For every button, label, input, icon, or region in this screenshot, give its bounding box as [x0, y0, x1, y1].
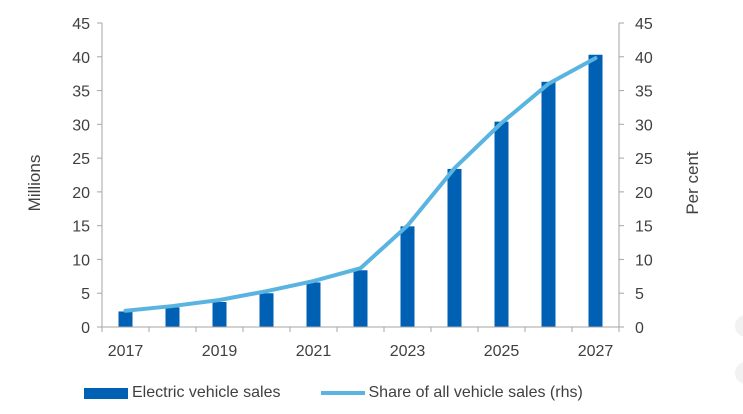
left-tick-label: 45	[72, 16, 90, 33]
right-tick-label: 15	[635, 219, 653, 236]
legend: Electric vehicle sales Share of all vehi…	[84, 378, 583, 408]
bar	[118, 311, 133, 327]
legend-item-ev-sales: Electric vehicle sales	[84, 384, 281, 402]
right-tick-label: 35	[635, 84, 653, 101]
left-tick-label: 5	[81, 286, 90, 303]
left-tick-label: 0	[81, 320, 90, 337]
right-axis-title: Per cent	[683, 151, 702, 215]
x-tick-label: 2023	[390, 343, 426, 360]
bar	[494, 121, 509, 328]
bar-series	[118, 54, 603, 328]
x-tick-label: 2027	[578, 343, 614, 360]
legend-label-ev-sales: Electric vehicle sales	[132, 384, 281, 401]
bar	[212, 302, 227, 327]
left-tick-label: 20	[72, 185, 90, 202]
left-tick-label: 30	[72, 117, 90, 134]
right-axis-ticks: 0 5 10 15 20 25 30 35 40 45	[619, 16, 653, 337]
right-tick-label: 25	[635, 151, 653, 168]
right-tick-label: 45	[635, 16, 653, 33]
left-tick-label: 25	[72, 151, 90, 168]
line-series	[123, 56, 598, 313]
right-tick-label: 20	[635, 185, 653, 202]
bar	[541, 81, 556, 327]
left-axis-ticks: 0 5 10 15 20 25 30 35 40 45	[72, 16, 102, 337]
share-line	[123, 56, 598, 313]
left-tick-label: 10	[72, 252, 90, 269]
bar	[306, 282, 321, 327]
x-axis-ticks: 2017 2019 2021 2023 2025 2027	[101, 327, 620, 360]
right-tick-label: 0	[635, 320, 644, 337]
legend-swatch-line	[320, 391, 365, 395]
right-tick-label: 30	[635, 117, 653, 134]
x-tick-label: 2017	[108, 343, 144, 360]
legend-label-share: Share of all vehicle sales (rhs)	[368, 384, 583, 401]
legend-swatch-bar	[84, 387, 128, 399]
right-tick-label: 5	[635, 286, 644, 303]
left-tick-label: 15	[72, 219, 90, 236]
legend-item-share: Share of all vehicle sales (rhs)	[320, 384, 583, 402]
bar	[165, 307, 180, 327]
bar	[353, 270, 368, 327]
left-tick-label: 40	[72, 50, 90, 67]
x-tick-label: 2021	[296, 343, 332, 360]
right-tick-label: 40	[635, 50, 653, 67]
bar	[400, 226, 415, 327]
bar	[447, 168, 462, 327]
x-tick-label: 2025	[484, 343, 520, 360]
bar	[588, 54, 603, 328]
right-tick-label: 10	[635, 252, 653, 269]
bar	[259, 293, 274, 327]
edge-decoration	[735, 315, 743, 337]
left-tick-label: 35	[72, 84, 90, 101]
x-tick-label: 2019	[202, 343, 238, 360]
edge-decoration	[735, 362, 743, 384]
left-axis-title: Millions	[25, 155, 44, 212]
